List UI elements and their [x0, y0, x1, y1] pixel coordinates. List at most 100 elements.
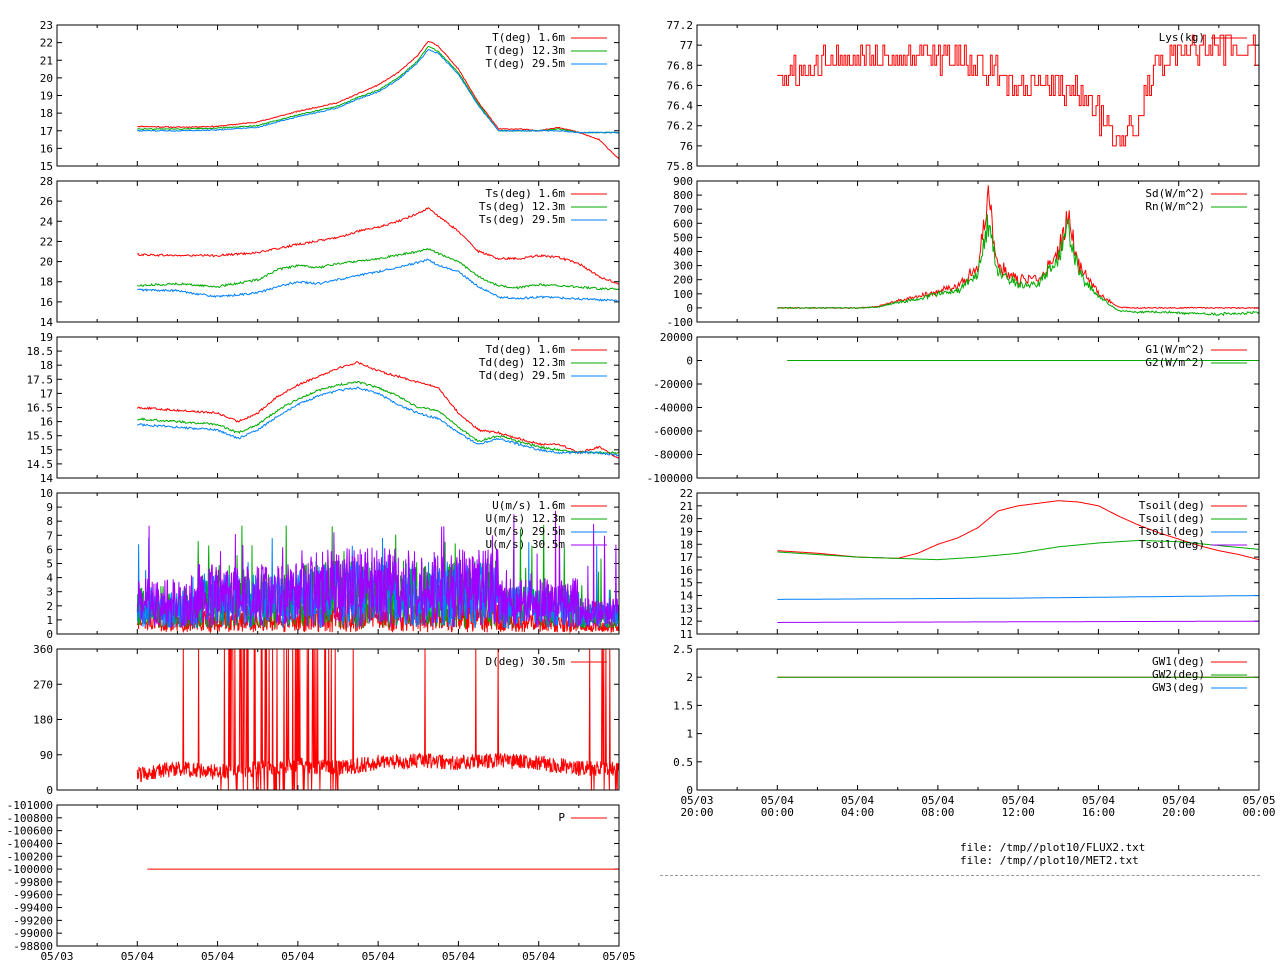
plot-frame: [56, 180, 620, 323]
y-tick-label: 12: [680, 615, 693, 628]
y-tick-label: 15: [680, 577, 693, 590]
y-tick-label: 2: [686, 671, 693, 684]
y-tick-label: 15: [40, 160, 53, 173]
y-tick-label: -99000: [13, 927, 53, 940]
x-tick-label-date: 05/04: [522, 950, 555, 960]
y-tick-label: 14: [680, 590, 694, 603]
y-tick-label: 17.5: [27, 373, 54, 386]
y-tick-label: -100200: [7, 850, 53, 863]
y-tick-label: -20000: [653, 378, 693, 391]
legend-label: P: [558, 811, 565, 824]
legend-label: Lys(kg): [1159, 31, 1205, 44]
y-tick-label: 76.8: [667, 59, 694, 72]
legend-label: D(deg) 30.5m: [486, 655, 566, 668]
x-tick-label-date: 05/03: [680, 794, 713, 807]
y-tick-label: 10: [40, 487, 53, 500]
plot-frame: [696, 648, 1260, 791]
y-tick-label: 75.8: [667, 160, 694, 173]
y-tick-label: -80000: [653, 449, 693, 462]
x-tick-label-time: 00:00: [1242, 806, 1275, 819]
plot-frame: [696, 492, 1260, 635]
x-tick-label-time: 12:00: [1002, 806, 1035, 819]
legend-label: U(m/s) 30.5m: [486, 538, 566, 551]
legend-label: Rn(W/m^2): [1145, 200, 1205, 213]
legend-label: Tsoil(deg): [1139, 512, 1205, 525]
y-tick-label: 900: [673, 175, 693, 188]
y-tick-label: 18.5: [27, 345, 54, 358]
series-line: [136, 207, 619, 285]
legend-label: Td(deg) 29.5m: [479, 369, 565, 382]
panel-P: -101000-100800-100600-100400-100200-1000…: [7, 799, 636, 960]
series-line: [137, 258, 619, 302]
y-tick-label: -99200: [13, 914, 53, 927]
y-tick-label: 4: [46, 572, 53, 585]
x-tick-label-date: 05/05: [602, 950, 635, 960]
series-line: [777, 539, 1259, 561]
y-tick-label: 5: [46, 558, 53, 571]
legend-label: GW1(deg): [1152, 655, 1205, 668]
x-tick-label-date: 05/03: [40, 950, 73, 960]
legend-label: T(deg) 12.3m: [486, 44, 566, 57]
y-tick-label: 16: [40, 142, 53, 155]
y-tick-label: 18: [40, 359, 53, 372]
y-tick-label: 20: [40, 72, 53, 85]
series-line: [137, 247, 619, 291]
y-tick-label: -100600: [7, 825, 53, 838]
series-line: [777, 595, 1259, 600]
x-tick-label-time: 20:00: [1162, 806, 1195, 819]
y-tick-label: 14: [40, 472, 54, 485]
legend-label: Sd(W/m^2): [1145, 187, 1205, 200]
y-tick-label: 0: [686, 784, 693, 797]
y-tick-label: 76: [680, 140, 693, 153]
y-tick-label: 17: [680, 551, 693, 564]
legend: Sd(W/m^2)Rn(W/m^2): [1145, 187, 1247, 213]
y-tick-label: 19: [40, 90, 53, 103]
panel-T: 15 16 17 18 19 20 21 22 23 T(deg) 1.6mT(deg) 12.3…: [40, 19, 620, 173]
plot-frame: [696, 336, 1260, 479]
legend: U(m/s) 1.6mU(m/s) 12.3mU(m/s) 29.5mU(m/s…: [486, 499, 607, 551]
y-tick-label: 0: [46, 784, 53, 797]
plot-frame: [56, 648, 620, 791]
y-tick-label: 16: [680, 564, 693, 577]
y-tick-label: 20: [40, 256, 53, 269]
y-tick-label: -101000: [7, 799, 53, 812]
y-tick-label: -100000: [7, 863, 53, 876]
y-tick-label: -99400: [13, 902, 53, 915]
x-tick-label-date: 05/04: [121, 950, 154, 960]
y-tick-label: 14.5: [27, 458, 54, 471]
y-tick-label: 3: [46, 586, 53, 599]
legend-label: GW3(deg): [1152, 681, 1205, 694]
series-line: [136, 649, 619, 790]
legend-label: U(m/s) 12.3m: [486, 512, 566, 525]
y-tick-label: -100400: [7, 837, 53, 850]
y-tick-label: 26: [40, 195, 53, 208]
y-tick-label: 800: [673, 189, 693, 202]
plot-frame: [696, 24, 1260, 167]
y-tick-label: 21: [680, 500, 693, 513]
y-tick-label: -60000: [653, 425, 693, 438]
x-tick-label-date: 05/04: [921, 794, 954, 807]
y-tick-label: -100: [667, 316, 694, 329]
y-tick-label: 18: [680, 538, 693, 551]
y-tick-label: 2.5: [673, 643, 693, 656]
y-tick-label: 20000: [660, 331, 693, 344]
y-tick-label: -100000: [647, 472, 693, 485]
y-tick-label: 11: [680, 628, 693, 641]
y-tick-label: 400: [673, 246, 693, 259]
plot-frame: [56, 24, 620, 167]
series-line: [136, 361, 619, 459]
legend-label: T(deg) 29.5m: [486, 57, 566, 70]
series-line: [136, 48, 619, 134]
y-tick-label: 22: [680, 487, 693, 500]
plot-frame: [56, 804, 620, 947]
y-tick-label: 8: [46, 515, 53, 528]
y-tick-label: 17: [40, 387, 53, 400]
x-tick-label-date: 05/04: [362, 950, 395, 960]
y-tick-label: 9: [46, 501, 53, 514]
y-tick-label: 22: [40, 235, 53, 248]
